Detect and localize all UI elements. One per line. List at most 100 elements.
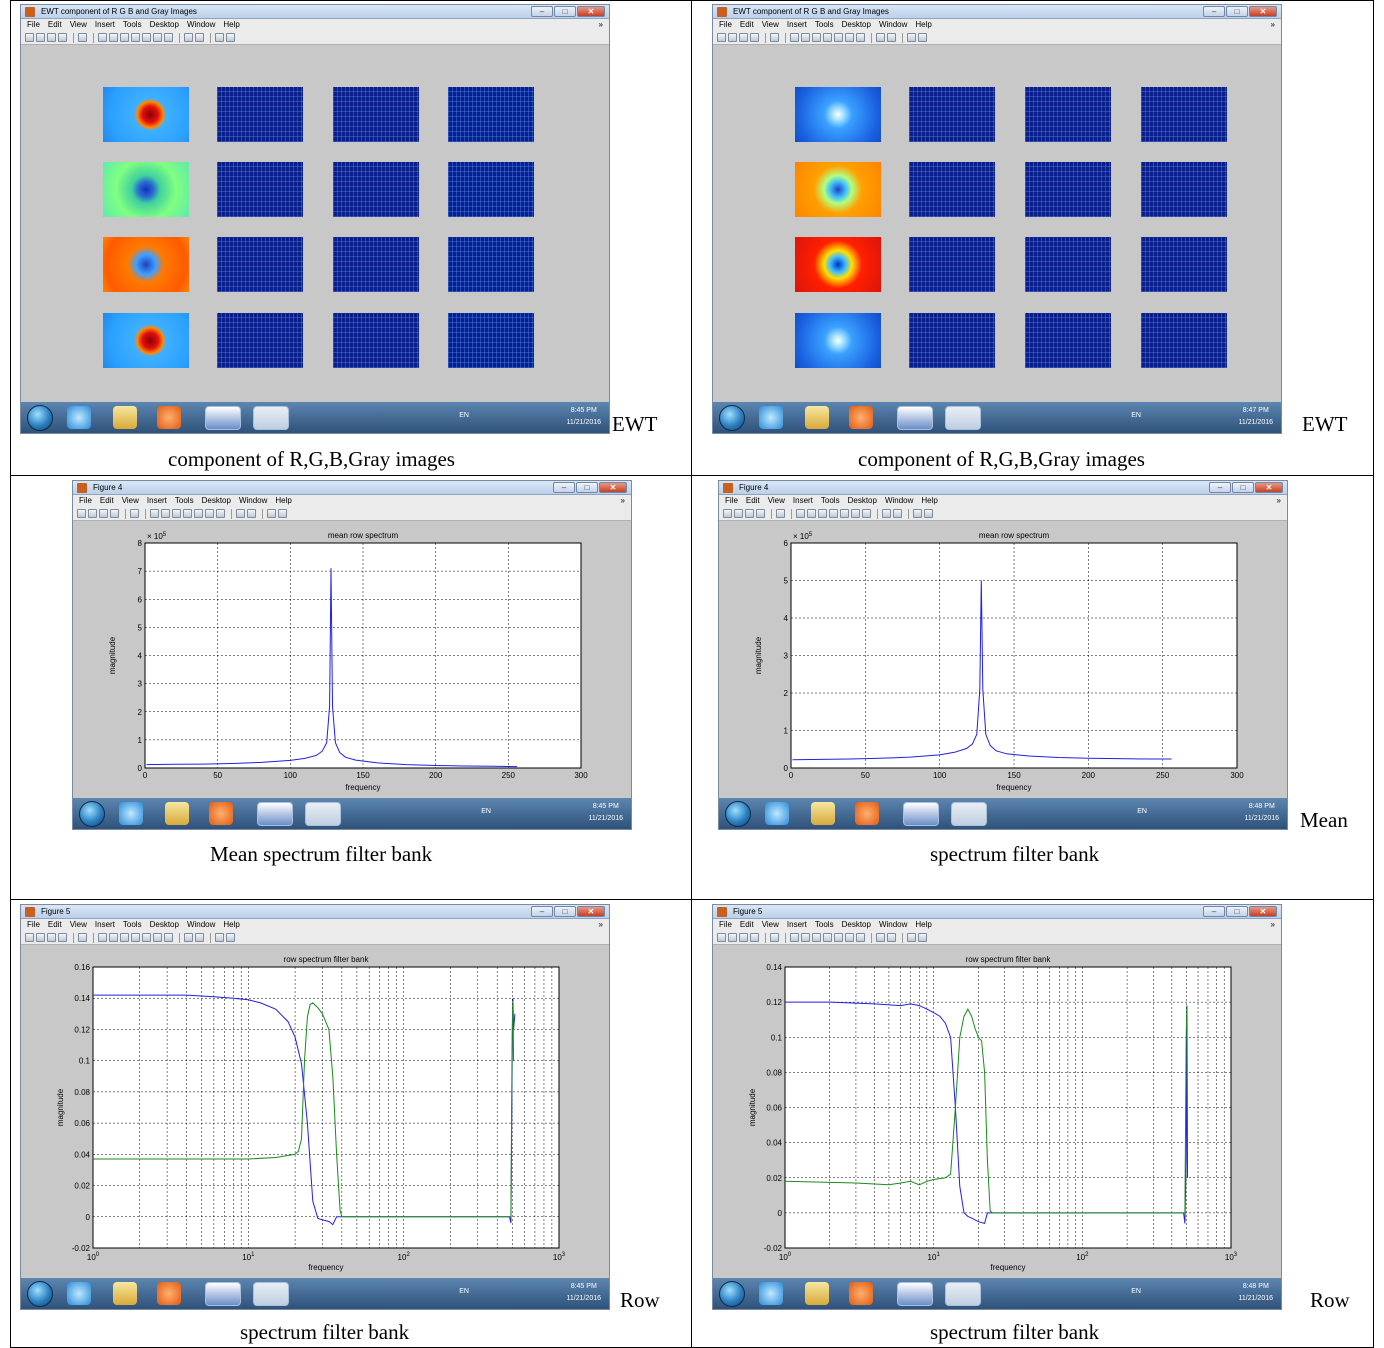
matlab-icon[interactable] (305, 802, 341, 826)
colorbar-icon[interactable] (876, 933, 885, 942)
minimize-button[interactable]: – (531, 906, 553, 917)
menu-item-tools[interactable]: Tools (174, 496, 194, 505)
internet-explorer-icon[interactable] (67, 406, 91, 429)
zoom-in-icon[interactable] (98, 933, 107, 942)
colorbar-icon[interactable] (184, 933, 193, 942)
zoom-out-icon[interactable] (801, 33, 810, 42)
legend-icon[interactable] (887, 933, 896, 942)
file-explorer-icon[interactable] (165, 802, 189, 825)
maximize-button[interactable]: □ (554, 906, 576, 917)
media-player-icon[interactable] (849, 406, 873, 429)
minimize-button[interactable]: – (1209, 482, 1231, 493)
save-icon[interactable] (99, 509, 108, 518)
matlab-icon[interactable] (945, 406, 981, 430)
print-icon[interactable] (750, 33, 759, 42)
menu-item-tools[interactable]: Tools (820, 496, 840, 505)
brush-icon[interactable] (153, 33, 162, 42)
word-icon[interactable] (257, 802, 293, 826)
rotate-icon[interactable] (823, 33, 832, 42)
print-icon[interactable] (58, 933, 67, 942)
plot-tools-hide-icon[interactable] (913, 509, 922, 518)
media-player-icon[interactable] (157, 1282, 181, 1305)
legend-icon[interactable] (195, 933, 204, 942)
word-icon[interactable] (897, 1282, 933, 1306)
menu-item-file[interactable]: File (719, 920, 732, 929)
plot-tools-show-icon[interactable] (278, 509, 287, 518)
plot-tools-hide-icon[interactable] (907, 33, 916, 42)
menu-item-help[interactable]: Help (915, 920, 932, 929)
internet-explorer-icon[interactable] (119, 802, 143, 825)
close-button[interactable]: ✕ (1249, 906, 1277, 917)
menu-item-desktop[interactable]: Desktop (149, 20, 179, 29)
matlab-icon[interactable] (951, 802, 987, 826)
legend-icon[interactable] (887, 33, 896, 42)
menu-item-view[interactable]: View (767, 496, 785, 505)
open-file-icon[interactable] (734, 509, 743, 518)
start-orb-icon[interactable] (719, 405, 745, 431)
minimize-button[interactable]: – (531, 6, 553, 17)
close-button[interactable]: ✕ (577, 6, 605, 17)
print-icon[interactable] (58, 33, 67, 42)
minimize-button[interactable]: – (1203, 6, 1225, 17)
menu-item-desktop[interactable]: Desktop (847, 496, 877, 505)
data-cursor-icon[interactable] (834, 33, 843, 42)
internet-explorer-icon[interactable] (759, 406, 783, 429)
menu-item-window[interactable]: Window (186, 20, 216, 29)
internet-explorer-icon[interactable] (765, 802, 789, 825)
file-explorer-icon[interactable] (113, 406, 137, 429)
link-icon[interactable] (856, 933, 865, 942)
word-icon[interactable] (903, 802, 939, 826)
start-orb-icon[interactable] (27, 405, 53, 431)
menu-item-desktop[interactable]: Desktop (149, 920, 179, 929)
data-cursor-icon[interactable] (142, 933, 151, 942)
new-file-icon[interactable] (77, 509, 86, 518)
internet-explorer-icon[interactable] (759, 1282, 783, 1305)
menu-item-window[interactable]: Window (878, 920, 908, 929)
plot-tools-show-icon[interactable] (924, 509, 933, 518)
pan-icon[interactable] (812, 33, 821, 42)
plot-tools-show-icon[interactable] (226, 933, 235, 942)
print-icon[interactable] (110, 509, 119, 518)
save-icon[interactable] (739, 33, 748, 42)
link-icon[interactable] (862, 509, 871, 518)
menu-item-file[interactable]: File (719, 20, 732, 29)
data-cursor-icon[interactable] (142, 33, 151, 42)
new-file-icon[interactable] (723, 509, 732, 518)
plot-tools-show-icon[interactable] (918, 933, 927, 942)
minimize-button[interactable]: – (1203, 906, 1225, 917)
legend-icon[interactable] (195, 33, 204, 42)
menu-item-insert[interactable]: Insert (94, 20, 115, 29)
menu-item-insert[interactable]: Insert (786, 920, 807, 929)
rotate-icon[interactable] (183, 509, 192, 518)
legend-icon[interactable] (247, 509, 256, 518)
open-file-icon[interactable] (728, 33, 737, 42)
maximize-button[interactable]: □ (1232, 482, 1254, 493)
language-indicator[interactable]: EN (1131, 412, 1141, 419)
plot-tools-hide-icon[interactable] (215, 33, 224, 42)
menu-item-edit[interactable]: Edit (739, 920, 754, 929)
start-orb-icon[interactable] (719, 1281, 745, 1307)
word-icon[interactable] (205, 1282, 241, 1306)
menu-item-window[interactable]: Window (884, 496, 914, 505)
word-icon[interactable] (897, 406, 933, 430)
close-button[interactable]: ✕ (599, 482, 627, 493)
plot-tools-show-icon[interactable] (918, 33, 927, 42)
matlab-icon[interactable] (253, 406, 289, 430)
plot-tools-show-icon[interactable] (226, 33, 235, 42)
matlab-icon[interactable] (945, 1282, 981, 1306)
menu-item-insert[interactable]: Insert (786, 20, 807, 29)
media-player-icon[interactable] (157, 406, 181, 429)
close-button[interactable]: ✕ (1255, 482, 1283, 493)
colorbar-icon[interactable] (882, 509, 891, 518)
close-button[interactable]: ✕ (577, 906, 605, 917)
link-icon[interactable] (164, 933, 173, 942)
menu-item-file[interactable]: File (79, 496, 92, 505)
maximize-button[interactable]: □ (1226, 6, 1248, 17)
menu-item-insert[interactable]: Insert (146, 496, 167, 505)
menu-item-edit[interactable]: Edit (745, 496, 760, 505)
file-explorer-icon[interactable] (113, 1282, 137, 1305)
plot-tools-hide-icon[interactable] (215, 933, 224, 942)
language-indicator[interactable]: EN (1131, 1288, 1141, 1295)
pointer-icon[interactable] (776, 509, 785, 518)
menu-item-edit[interactable]: Edit (47, 920, 62, 929)
